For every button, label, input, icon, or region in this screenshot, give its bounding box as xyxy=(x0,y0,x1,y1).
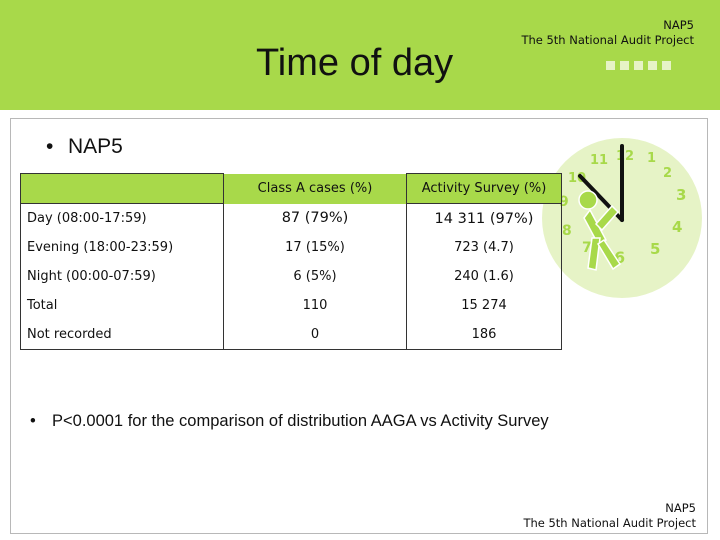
class-a-value: 0 xyxy=(223,320,407,350)
significance-note-text: P<0.0001 for the comparison of distribut… xyxy=(52,412,549,430)
class-a-value: 6 (5%) xyxy=(223,262,407,291)
row-label: Not recorded xyxy=(20,320,224,350)
climbing-figure xyxy=(578,190,622,271)
footer-brand-line2: The 5th National Audit Project xyxy=(523,516,696,530)
footer-brand: NAP5 The 5th National Audit Project xyxy=(523,501,696,531)
row-label: Day (08:00-17:59) xyxy=(20,203,224,233)
clock-numeral-1: 1 xyxy=(647,151,656,166)
clock-numeral-9: 9 xyxy=(559,194,569,210)
activity-value: 723 (4.7) xyxy=(406,233,562,262)
table-header-activity: Activity Survey (%) xyxy=(406,173,562,204)
table-row: Night (00:00-07:59) 6 (5%) 240 (1.6) xyxy=(20,262,562,291)
header-brand-line1: NAP5 xyxy=(663,18,694,32)
decorative-squares xyxy=(606,61,671,70)
table-row: Day (08:00-17:59) 87 (79%) 14 311 (97%) xyxy=(20,203,562,233)
clock-numeral-4: 4 xyxy=(672,218,682,236)
class-a-value: 17 (15%) xyxy=(223,233,407,262)
square-1 xyxy=(606,61,615,70)
table-header-row: Class A cases (%) Activity Survey (%) xyxy=(20,173,562,204)
table-header-cell xyxy=(20,173,224,204)
square-5 xyxy=(662,61,671,70)
clock-numeral-12: 12 xyxy=(616,149,634,164)
header-brand-line2: The 5th National Audit Project xyxy=(521,33,694,47)
class-a-value: 87 (79%) xyxy=(223,203,407,233)
square-3 xyxy=(634,61,643,70)
activity-value: 15 274 xyxy=(406,291,562,320)
table-header-class-a: Class A cases (%) xyxy=(223,173,407,204)
clock-numeral-2: 2 xyxy=(663,166,672,181)
square-4 xyxy=(648,61,657,70)
activity-value: 186 xyxy=(406,320,562,350)
class-a-value: 110 xyxy=(223,291,407,320)
activity-value: 240 (1.6) xyxy=(406,262,562,291)
bullet-dot: • xyxy=(46,135,54,158)
table-row: Total 110 15 274 xyxy=(20,291,562,320)
table-row: Not recorded 0 186 xyxy=(20,320,562,350)
significance-note: • P<0.0001 for the comparison of distribu… xyxy=(30,412,549,431)
bullet-dot: • xyxy=(30,412,36,430)
square-2 xyxy=(620,61,629,70)
time-of-day-table: Class A cases (%) Activity Survey (%) Da… xyxy=(20,173,562,350)
clock-illustration: 12 1 2 3 4 5 6 7 8 9 10 11 xyxy=(542,138,702,298)
clock-numeral-5: 5 xyxy=(650,240,660,258)
clock-numeral-11: 11 xyxy=(590,153,608,168)
clock-numeral-6: 6 xyxy=(614,248,625,267)
clock-numeral-8: 8 xyxy=(562,223,572,239)
row-label: Evening (18:00-23:59) xyxy=(20,233,224,262)
header-brand: NAP5 The 5th National Audit Project xyxy=(521,18,694,48)
slide-title: Time of day xyxy=(256,42,454,84)
main-bullet: • NAP5 xyxy=(46,135,123,159)
clock-numeral-7: 7 xyxy=(582,240,592,256)
header-band: Time of day NAP5 The 5th National Audit … xyxy=(0,0,720,110)
footer-brand-line1: NAP5 xyxy=(665,501,696,515)
activity-value: 14 311 (97%) xyxy=(406,203,562,233)
main-bullet-text: NAP5 xyxy=(68,135,123,158)
clock-numeral-3: 3 xyxy=(676,186,686,204)
row-label: Night (00:00-07:59) xyxy=(20,262,224,291)
row-label: Total xyxy=(20,291,224,320)
table-row: Evening (18:00-23:59) 17 (15%) 723 (4.7) xyxy=(20,233,562,262)
